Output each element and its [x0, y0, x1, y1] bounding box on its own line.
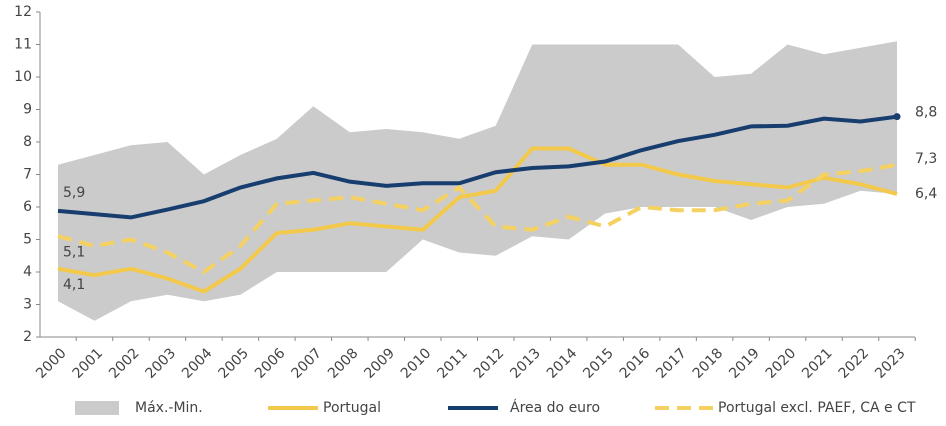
legend-label: Portugal excl. PAEF, CA e CT [718, 400, 916, 416]
x-tick-label: 2006 [252, 345, 289, 382]
x-tick-label: 2018 [690, 345, 727, 382]
range-band [58, 41, 897, 321]
x-tick-label: 2003 [143, 345, 180, 382]
y-tick-label: 10 [14, 69, 32, 85]
x-tick-label: 2023 [872, 345, 909, 382]
x-tick-label: 2009 [361, 345, 398, 382]
x-tick-label: 2014 [544, 345, 581, 382]
value-label: 5,1 [63, 244, 85, 260]
x-tick-label: 2008 [325, 345, 362, 382]
series-line [57, 162, 898, 275]
x-tick-label: 2007 [288, 345, 325, 382]
x-tick-label: 2021 [799, 345, 836, 382]
x-tick-label: 2005 [216, 345, 253, 382]
legend-label: Área do euro [510, 399, 600, 416]
y-tick-label: 4 [23, 264, 32, 280]
x-tick-label: 2020 [763, 345, 800, 382]
value-label: 7,3 [915, 151, 937, 167]
y-tick-label: 11 [14, 37, 32, 53]
y-tick-label: 8 [23, 134, 32, 150]
x-tick-label: 2016 [617, 345, 654, 382]
series-line [57, 114, 898, 220]
x-tick-label: 2017 [653, 345, 690, 382]
end-marker [893, 113, 901, 121]
y-tick-label: 2 [23, 329, 32, 345]
y-tick-label: 9 [23, 102, 32, 118]
value-label: 8,8 [915, 105, 937, 121]
x-tick-label: 2000 [33, 345, 70, 382]
x-tick-label: 2010 [398, 345, 435, 382]
series-line [57, 146, 898, 294]
x-tick-label: 2004 [179, 345, 216, 382]
y-tick-label: 12 [14, 4, 32, 20]
x-tick-label: 2019 [726, 345, 763, 382]
x-tick-label: 2022 [836, 345, 873, 382]
x-tick-label: 2013 [507, 345, 544, 382]
x-tick-label: 2001 [70, 345, 107, 382]
legend-swatch [75, 401, 119, 415]
x-tick-label: 2011 [434, 345, 471, 382]
y-tick-label: 7 [23, 167, 32, 183]
y-tick-label: 5 [23, 232, 32, 248]
y-tick-label: 6 [23, 199, 32, 215]
x-tick-label: 2012 [471, 345, 508, 382]
legend-label: Máx.-Min. [135, 400, 203, 416]
value-label: 4,1 [63, 277, 85, 293]
x-tick-label: 2015 [580, 345, 617, 382]
x-tick-label: 2002 [106, 345, 143, 382]
y-tick-label: 3 [23, 297, 32, 313]
legend-label: Portugal [323, 400, 381, 416]
value-label: 6,4 [915, 186, 937, 202]
value-label: 5,9 [63, 185, 85, 201]
